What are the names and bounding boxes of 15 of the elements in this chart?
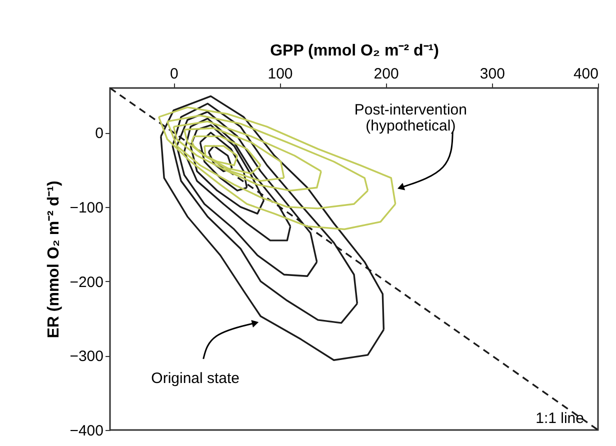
y-tick-label: −300 (70, 348, 104, 366)
y-axis-title: ER (mmol O₂ m⁻² d⁻¹) (46, 180, 63, 338)
y-tick-label: −100 (70, 199, 104, 216)
x-tick-label: 300 (480, 66, 505, 82)
x-tick-label: 0 (170, 66, 178, 82)
series-label: 1:1 line (536, 410, 584, 427)
y-tick-label: 0 (95, 125, 104, 142)
annotation: Original state (151, 370, 240, 387)
x-tick-label: 400 (573, 66, 598, 82)
x-tick-label: 200 (374, 66, 399, 82)
x-tick-label: 100 (268, 66, 293, 82)
y-tick-label: −200 (70, 274, 104, 291)
annotation: Post-intervention (hypothetical) (354, 102, 467, 135)
y-tick-label: −400 (70, 422, 104, 440)
x-axis-title: GPP (mmol O₂ m⁻² d⁻¹) (270, 42, 439, 60)
